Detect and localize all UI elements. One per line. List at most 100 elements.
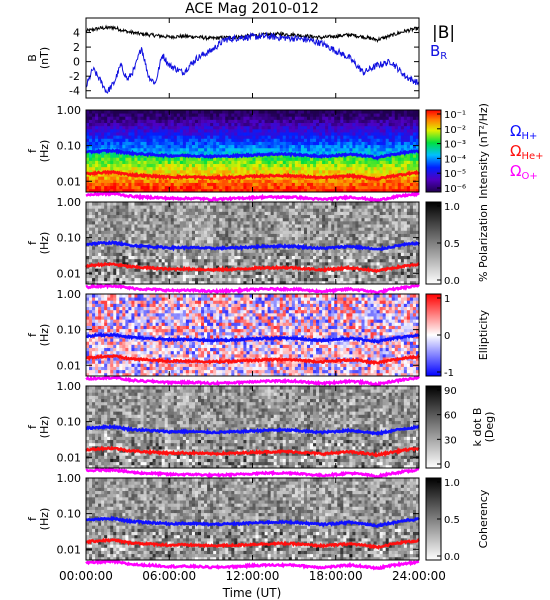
heatmap-cell bbox=[222, 141, 226, 146]
heatmap-cell bbox=[143, 141, 147, 146]
heatmap-cell bbox=[237, 230, 241, 234]
heatmap-cell bbox=[370, 173, 374, 177]
heatmap-cell bbox=[167, 227, 172, 231]
heatmap-cell bbox=[249, 224, 253, 228]
heatmap-cell bbox=[234, 214, 238, 219]
heatmap-cell bbox=[246, 277, 250, 282]
heatmap-cell bbox=[107, 116, 111, 120]
heatmap-cell bbox=[297, 208, 302, 212]
heatmap-cell bbox=[176, 157, 181, 161]
heatmap-cell bbox=[367, 166, 371, 171]
heatmap-cell bbox=[170, 265, 175, 269]
heatmap-cell bbox=[188, 220, 193, 225]
heatmap-cell bbox=[337, 179, 341, 183]
heatmap-cell bbox=[349, 169, 353, 174]
heatmap-cell bbox=[179, 135, 184, 139]
heatmap-cell bbox=[334, 138, 338, 142]
heatmap-cell bbox=[258, 211, 262, 216]
heatmap-cell bbox=[155, 132, 160, 136]
heatmap-cell bbox=[101, 224, 105, 228]
heatmap-cell bbox=[128, 211, 132, 216]
heatmap-cell bbox=[373, 144, 378, 149]
heatmap-cell bbox=[303, 138, 308, 142]
heatmap-cell bbox=[182, 179, 187, 183]
heatmap-cell bbox=[89, 138, 93, 142]
heatmap-cell bbox=[176, 185, 181, 190]
heatmap-cell bbox=[273, 233, 278, 238]
heatmap-cell bbox=[176, 160, 181, 165]
heatmap-cell bbox=[104, 246, 108, 250]
heatmap-cell bbox=[273, 202, 278, 206]
heatmap-cell bbox=[349, 138, 353, 142]
heatmap-cell bbox=[306, 271, 311, 275]
heatmap-cell bbox=[86, 249, 90, 253]
heatmap-cell bbox=[137, 224, 141, 228]
heatmap-cell bbox=[152, 113, 157, 117]
heatmap-cell bbox=[198, 157, 202, 161]
heatmap-cell bbox=[158, 128, 163, 133]
heatmap-cell bbox=[379, 166, 384, 171]
heatmap-cell bbox=[300, 202, 305, 206]
heatmap-cell bbox=[310, 163, 314, 168]
heatmap-cell bbox=[252, 141, 256, 146]
heatmap-cell bbox=[110, 208, 114, 212]
heatmap-cell bbox=[255, 233, 259, 238]
heatmap-cell bbox=[406, 144, 411, 149]
heatmap-cell bbox=[201, 236, 205, 241]
heatmap-cell bbox=[294, 132, 299, 136]
heatmap-cell bbox=[258, 160, 262, 165]
heatmap-cell bbox=[104, 151, 108, 155]
heatmap-cell bbox=[222, 202, 226, 206]
heatmap-cell bbox=[179, 141, 184, 146]
heatmap-cell bbox=[310, 141, 314, 146]
heatmap-cell bbox=[216, 144, 220, 149]
heatmap-cell bbox=[98, 138, 102, 142]
heatmap-cell bbox=[313, 271, 317, 275]
heatmap-cell bbox=[319, 110, 323, 114]
heatmap-cell bbox=[149, 274, 153, 279]
heatmap-cell bbox=[231, 208, 235, 212]
heatmap-cell bbox=[98, 110, 102, 114]
heatmap-cell bbox=[255, 208, 259, 212]
heatmap-cell bbox=[234, 280, 238, 285]
heatmap-cell bbox=[119, 110, 123, 114]
heatmap-cell bbox=[131, 185, 135, 190]
heatmap-cell bbox=[146, 249, 150, 253]
heatmap-cell bbox=[170, 119, 175, 124]
heatmap-cell bbox=[173, 163, 178, 168]
heatmap-cell bbox=[313, 243, 317, 247]
heatmap-cell bbox=[316, 261, 320, 266]
heatmap-cell bbox=[179, 151, 184, 155]
heatmap-cell bbox=[198, 122, 202, 127]
heatmap-cell bbox=[279, 211, 284, 216]
heatmap-cell bbox=[134, 252, 138, 257]
heatmap-cell bbox=[246, 205, 250, 209]
heatmap-cell bbox=[364, 182, 368, 187]
heatmap-cell bbox=[95, 163, 99, 168]
heatmap-cell bbox=[273, 220, 278, 225]
heatmap-cell bbox=[95, 202, 99, 206]
heatmap-cell bbox=[331, 163, 335, 168]
heatmap-cell bbox=[170, 182, 175, 187]
heatmap-cell bbox=[243, 230, 247, 234]
heatmap-cell bbox=[194, 271, 199, 275]
heatmap-cell bbox=[173, 144, 178, 149]
heatmap-cell bbox=[164, 128, 169, 133]
heatmap-cell bbox=[143, 246, 147, 250]
heatmap-cell bbox=[282, 128, 287, 133]
heatmap-cell bbox=[176, 135, 181, 139]
heatmap-cell bbox=[131, 271, 135, 275]
heatmap-cell bbox=[388, 132, 393, 136]
heatmap-cell bbox=[400, 122, 405, 127]
heatmap-cell bbox=[276, 119, 281, 124]
heatmap-cell bbox=[219, 182, 223, 187]
heatmap-cell bbox=[355, 116, 359, 120]
heatmap-cell bbox=[322, 265, 326, 269]
heatmap-cell bbox=[140, 249, 144, 253]
heatmap-cell bbox=[207, 163, 211, 168]
heatmap-cell bbox=[337, 157, 341, 161]
heatmap-cell bbox=[198, 255, 202, 260]
heatmap-cell bbox=[173, 230, 178, 234]
heatmap-cell bbox=[291, 227, 296, 231]
heatmap-cell bbox=[370, 179, 374, 183]
